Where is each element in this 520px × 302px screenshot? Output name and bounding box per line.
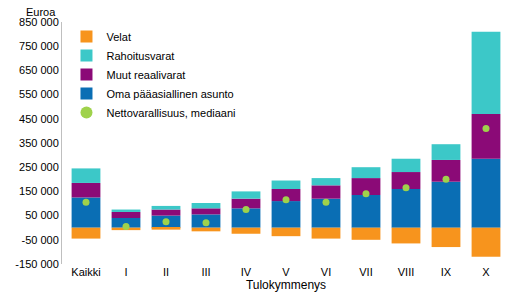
svg-text:350 000: 350 000 (19, 137, 59, 149)
svg-text:VI: VI (321, 266, 331, 278)
svg-text:450 000: 450 000 (19, 113, 59, 125)
svg-text:III: III (201, 266, 210, 278)
svg-text:-150 000: -150 000 (15, 258, 58, 270)
svg-text:IV: IV (241, 266, 252, 278)
svg-text:650 000: 650 000 (19, 64, 59, 76)
svg-text:750 000: 750 000 (19, 40, 59, 52)
svg-text:Muut reaalivarat: Muut reaalivarat (106, 69, 185, 81)
svg-text:II: II (163, 266, 169, 278)
svg-text:VII: VII (359, 266, 372, 278)
svg-text:I: I (124, 266, 127, 278)
svg-text:Rahoitusvarat: Rahoitusvarat (106, 50, 174, 62)
svg-text:Euroa: Euroa (26, 6, 56, 18)
svg-text:Velat: Velat (106, 31, 130, 43)
svg-text:550 000: 550 000 (19, 88, 59, 100)
svg-text:50 000: 50 000 (25, 209, 59, 221)
svg-text:Kaikki: Kaikki (71, 266, 100, 278)
svg-text:Oma pääasiallinen asunto: Oma pääasiallinen asunto (106, 88, 233, 100)
svg-text:VIII: VIII (398, 266, 415, 278)
svg-text:Nettovarallisuus, mediaani: Nettovarallisuus, mediaani (106, 107, 235, 119)
svg-text:IX: IX (441, 266, 452, 278)
svg-text:V: V (282, 266, 290, 278)
svg-text:150 000: 150 000 (19, 185, 59, 197)
svg-text:Tulokymmenys: Tulokymmenys (246, 278, 326, 292)
svg-text:850 000: 850 000 (19, 16, 59, 28)
svg-text:250 000: 250 000 (19, 161, 59, 173)
svg-text:-50 000: -50 000 (21, 234, 58, 246)
svg-text:X: X (482, 266, 490, 278)
